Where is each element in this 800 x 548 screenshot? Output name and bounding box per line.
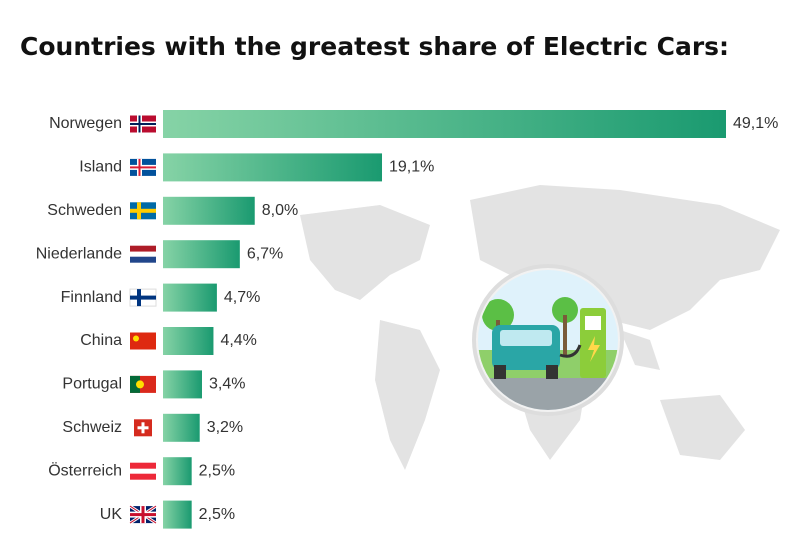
- bar: [163, 327, 214, 355]
- value-label: 2,5%: [199, 462, 235, 479]
- f: [137, 426, 149, 430]
- f: [130, 123, 156, 125]
- world-map: [300, 185, 780, 470]
- f: [133, 335, 139, 342]
- value-label: 8,0%: [262, 202, 298, 219]
- flag: [130, 202, 156, 220]
- flag: [130, 375, 156, 393]
- value-label: 3,4%: [209, 376, 245, 393]
- f: [130, 332, 156, 350]
- f: [136, 380, 144, 389]
- value-label: 3,2%: [207, 419, 243, 436]
- y-tick-label: Schweiz: [62, 419, 122, 436]
- bar: [163, 110, 726, 138]
- value-label: 6,7%: [247, 245, 283, 262]
- bar: [163, 457, 192, 486]
- f: [130, 468, 156, 474]
- value-label: 2,5%: [199, 506, 235, 523]
- f: [130, 251, 156, 257]
- value-label: 4,4%: [220, 332, 256, 349]
- value-label: 49,1%: [733, 115, 778, 132]
- y-tick-label: Portugal: [62, 376, 122, 393]
- flag: [129, 504, 157, 525]
- bar: [163, 413, 200, 442]
- f: [130, 245, 156, 252]
- flag: [134, 419, 152, 437]
- y-tick-label: Österreich: [48, 461, 122, 479]
- bar: [163, 500, 192, 529]
- f: [130, 295, 156, 300]
- bar: [163, 283, 217, 312]
- y-tick-label: Norwegen: [49, 115, 122, 132]
- f: [130, 208, 156, 213]
- value-label: 19,1%: [389, 159, 434, 176]
- bar: [163, 153, 383, 182]
- f: [130, 256, 156, 263]
- f: [130, 513, 156, 517]
- f: [130, 375, 140, 393]
- y-tick-label: Niederlande: [36, 245, 122, 262]
- bar: [163, 370, 202, 399]
- y-tick-label: Schweden: [47, 202, 122, 219]
- illustration: [472, 264, 624, 416]
- flag: [130, 332, 156, 350]
- flag: [130, 158, 156, 176]
- f: [130, 166, 156, 169]
- bar: [163, 196, 255, 225]
- y-tick-label: UK: [100, 506, 123, 523]
- y-tick-label: China: [80, 332, 122, 349]
- y-tick-label: Island: [79, 159, 122, 176]
- chart-title: Countries with the greatest share of Ele…: [20, 32, 729, 61]
- flag: [129, 288, 157, 307]
- y-tick-label: Finnland: [61, 289, 122, 306]
- value-label: 4,7%: [224, 289, 260, 306]
- flag: [130, 245, 156, 263]
- bar: [163, 240, 240, 269]
- flag: [130, 462, 156, 480]
- flag: [130, 115, 156, 133]
